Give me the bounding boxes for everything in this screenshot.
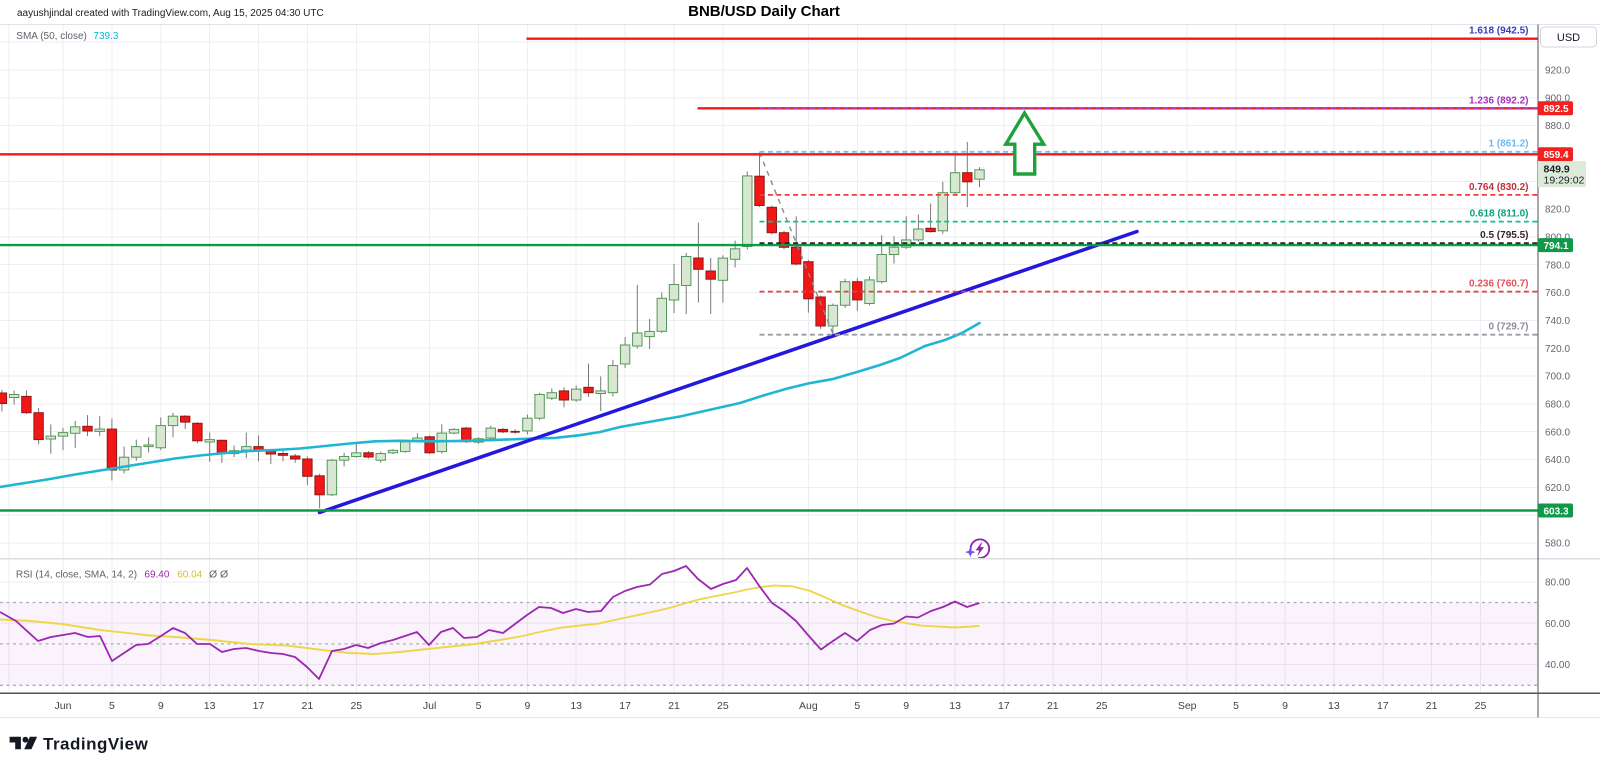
svg-text:700.0: 700.0 (1545, 372, 1570, 383)
svg-text:17: 17 (998, 700, 1010, 712)
svg-text:69.40: 69.40 (144, 570, 169, 581)
svg-text:5: 5 (476, 700, 482, 712)
svg-text:Sep: Sep (1178, 700, 1197, 712)
svg-text:900.0: 900.0 (1545, 93, 1570, 104)
svg-text:13: 13 (204, 700, 216, 712)
svg-text:21: 21 (668, 700, 680, 712)
svg-text:640.0: 640.0 (1545, 455, 1570, 466)
svg-text:820.0: 820.0 (1545, 205, 1570, 216)
svg-text:17: 17 (1377, 700, 1389, 712)
svg-text:25: 25 (1096, 700, 1108, 712)
svg-text:21: 21 (1047, 700, 1059, 712)
svg-text:TradingView: TradingView (43, 735, 149, 754)
svg-text:760.0: 760.0 (1545, 288, 1570, 299)
svg-text:0.236 (760.7): 0.236 (760.7) (1469, 279, 1529, 290)
svg-text:25: 25 (350, 700, 362, 712)
svg-text:40.00: 40.00 (1545, 660, 1570, 671)
svg-text:21: 21 (1426, 700, 1438, 712)
svg-text:5: 5 (109, 700, 115, 712)
svg-text:740.0: 740.0 (1545, 316, 1570, 327)
svg-text:17: 17 (253, 700, 265, 712)
svg-text:739.3: 739.3 (93, 31, 118, 42)
svg-text:BNB/USD Daily Chart: BNB/USD Daily Chart (688, 3, 840, 20)
svg-text:17: 17 (619, 700, 631, 712)
svg-text:780.0: 780.0 (1545, 260, 1570, 271)
svg-text:859.4: 859.4 (1544, 150, 1569, 161)
svg-text:680.0: 680.0 (1545, 399, 1570, 410)
svg-text:9: 9 (1282, 700, 1288, 712)
svg-text:794.1: 794.1 (1544, 241, 1569, 252)
svg-text:620.0: 620.0 (1545, 483, 1570, 494)
svg-text:aayushjindal created with Trad: aayushjindal created with TradingView.co… (17, 8, 324, 19)
svg-text:0.618 (811.0): 0.618 (811.0) (1470, 209, 1529, 220)
svg-text:USD: USD (1557, 32, 1580, 44)
svg-text:892.5: 892.5 (1544, 104, 1569, 115)
svg-text:0.764 (830.2): 0.764 (830.2) (1469, 182, 1529, 193)
svg-text:13: 13 (570, 700, 582, 712)
svg-text:720.0: 720.0 (1545, 344, 1570, 355)
svg-text:13: 13 (949, 700, 961, 712)
svg-text:25: 25 (717, 700, 729, 712)
svg-text:603.3: 603.3 (1544, 506, 1569, 517)
svg-text:Ø: Ø (220, 569, 228, 581)
svg-text:13: 13 (1328, 700, 1340, 712)
svg-text:80.00: 80.00 (1545, 577, 1570, 588)
svg-text:RSI (14, close, SMA, 14, 2): RSI (14, close, SMA, 14, 2) (16, 570, 137, 581)
svg-text:1.618 (942.5): 1.618 (942.5) (1469, 26, 1529, 37)
svg-text:800.0: 800.0 (1545, 233, 1570, 244)
svg-text:849.9: 849.9 (1544, 163, 1570, 175)
svg-text:1 (861.2): 1 (861.2) (1488, 139, 1528, 150)
svg-text:1.236 (892.2): 1.236 (892.2) (1469, 96, 1529, 107)
svg-text:60.04: 60.04 (177, 570, 202, 581)
svg-text:0 (729.7): 0 (729.7) (1488, 322, 1528, 333)
svg-text:Ø: Ø (209, 569, 217, 581)
svg-text:9: 9 (158, 700, 164, 712)
svg-text:Jul: Jul (423, 700, 436, 712)
svg-text:21: 21 (302, 700, 314, 712)
svg-text:25: 25 (1475, 700, 1487, 712)
svg-text:9: 9 (524, 700, 530, 712)
svg-text:SMA (50, close): SMA (50, close) (16, 31, 87, 42)
svg-text:5: 5 (854, 700, 860, 712)
svg-text:60.00: 60.00 (1545, 619, 1570, 630)
svg-text:660.0: 660.0 (1545, 427, 1570, 438)
svg-text:Jun: Jun (55, 700, 72, 712)
svg-text:920.0: 920.0 (1545, 66, 1570, 77)
svg-text:9: 9 (903, 700, 909, 712)
svg-text:0.5 (795.5): 0.5 (795.5) (1480, 230, 1528, 241)
svg-text:580.0: 580.0 (1545, 539, 1570, 550)
svg-text:880.0: 880.0 (1545, 121, 1570, 132)
svg-text:19:29:02: 19:29:02 (1544, 175, 1585, 187)
svg-text:5: 5 (1233, 700, 1239, 712)
svg-text:Aug: Aug (799, 700, 818, 712)
